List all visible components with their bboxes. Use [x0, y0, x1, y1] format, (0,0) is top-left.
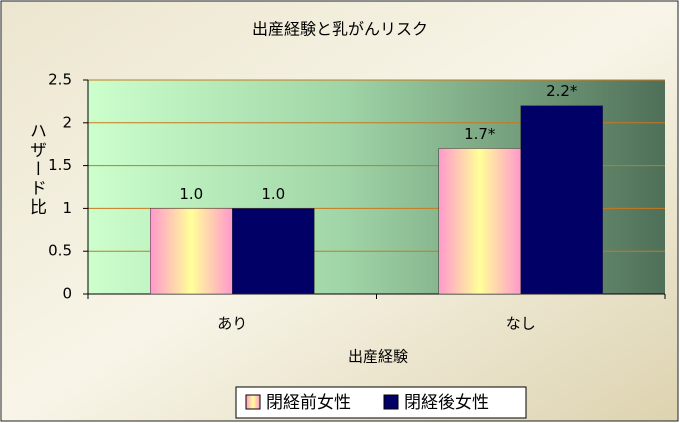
- value-label: 2.2*: [546, 82, 578, 100]
- x-axis-label: 出産経験: [348, 348, 408, 366]
- y-tick-label: 1: [62, 199, 72, 217]
- x-tick-label: なし: [506, 315, 536, 333]
- bar: [438, 148, 521, 295]
- chart-title: 出産経験と乳がんリスク: [252, 20, 428, 39]
- legend-label: 閉経前女性: [266, 393, 351, 413]
- legend: [235, 386, 527, 419]
- value-label: 1.7*: [464, 125, 496, 143]
- bar: [232, 208, 315, 295]
- x-tick-label: あり: [217, 315, 247, 333]
- y-axis-label: ハザード比: [26, 122, 46, 217]
- y-tick-label: 2: [62, 113, 72, 131]
- legend-label: 閉経後女性: [404, 393, 489, 413]
- y-tick-label: 0.5: [48, 242, 72, 260]
- y-tick-label: 1.5: [48, 156, 72, 174]
- value-label: 1.0: [179, 185, 203, 203]
- legend-swatch: [383, 394, 399, 410]
- y-tick-label: 0: [62, 285, 72, 303]
- y-tick-label: 2.5: [48, 71, 72, 89]
- legend-swatch: [245, 394, 261, 410]
- bar: [150, 208, 233, 295]
- bar: [520, 105, 603, 295]
- value-label: 1.0: [261, 185, 285, 203]
